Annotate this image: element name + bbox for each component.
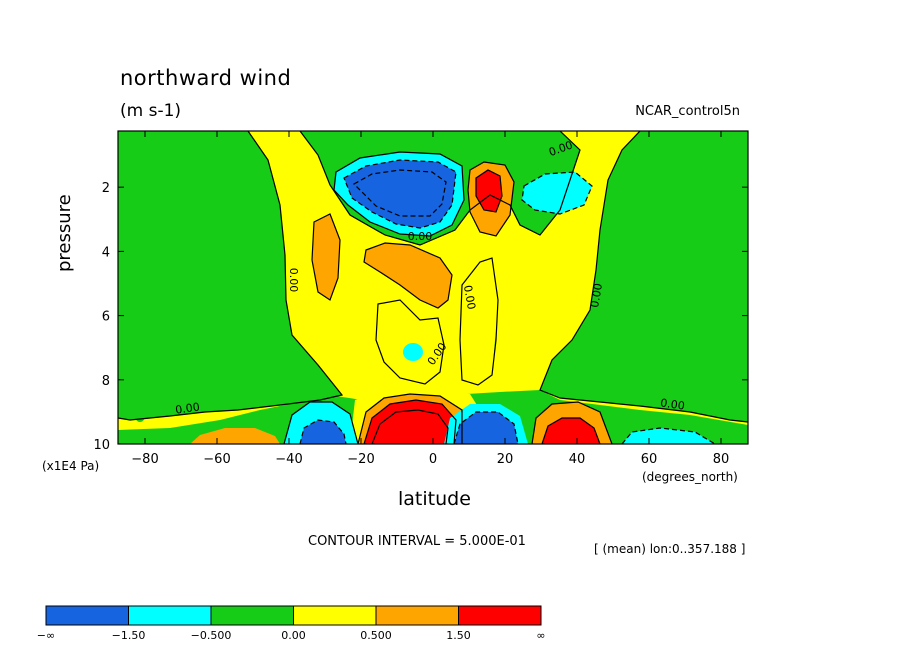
contour-line (357, 393, 463, 444)
contour-interval: CONTOUR INTERVAL = 5.000E-01 (308, 534, 526, 549)
colorbar-swatch (45, 605, 129, 626)
green-region-nh (540, 131, 748, 422)
colorbar-label: −0.500 (191, 629, 232, 642)
colorbar-label: 0.00 (281, 629, 306, 642)
negative-contour-line (299, 419, 347, 444)
contour-lines (118, 131, 748, 444)
contour-line (531, 401, 613, 444)
colorbar-swatch (293, 605, 377, 626)
contour-line (467, 161, 515, 237)
green-region-sh (118, 131, 342, 420)
x-axis-label: latitude (398, 488, 471, 510)
contour-label: 0.00 (588, 282, 605, 308)
negative-cell-upper-core (344, 160, 456, 228)
contour-line (311, 213, 341, 301)
x-tick-label: 80 (713, 452, 730, 467)
chart-units: (m s-1) (120, 101, 182, 121)
positive-cell-surface-center-core (364, 400, 456, 444)
colorbar-label: −1.50 (112, 629, 146, 642)
contour-line (475, 169, 503, 213)
colorbar-label: 0.500 (360, 629, 392, 642)
orange-patch-south-upper (312, 214, 340, 300)
colorbar-swatch (458, 605, 542, 626)
x-tick-label: 40 (569, 452, 586, 467)
contour-line (371, 409, 449, 444)
colorbar-label: 1.50 (446, 629, 471, 642)
contour-line (363, 399, 457, 444)
contour-line (375, 299, 445, 385)
colorbar-swatch (210, 605, 294, 626)
contour-line (539, 131, 748, 423)
x-tick-label: −20 (347, 452, 374, 467)
negative-contour-line (343, 159, 457, 229)
colorbar: −∞ −1.50 −0.500 0.00 0.500 1.50 ∞ (37, 605, 546, 642)
colorbar-label: −∞ (37, 629, 55, 642)
colorbar-label: ∞ (536, 629, 545, 642)
orange-patch-center (364, 243, 452, 308)
x-tick-label: 0 (429, 452, 437, 467)
cyan-patch-center (403, 343, 423, 361)
x-axis-units: (degrees_north) (642, 470, 738, 484)
positive-cell-upper-core (476, 170, 502, 212)
negative-contour-line (453, 411, 519, 444)
filled-contours: 0.000.000.000.00 0.000.000.000.00 (118, 131, 748, 444)
positive-cell-surface-nh-core (542, 418, 600, 444)
x-tick-label: −80 (131, 452, 158, 467)
negative-contour-line (621, 427, 716, 444)
colorbar-swatch (128, 605, 212, 626)
contour-line (118, 131, 344, 421)
x-tick-label: −40 (275, 452, 302, 467)
x-tick-label: −60 (203, 452, 230, 467)
negative-cell-surface-sh-core (300, 420, 346, 444)
contour-label: 0.00 (408, 230, 433, 243)
y-tick-label: 10 (93, 438, 110, 453)
contour-label: 0.00 (461, 284, 478, 310)
axes: −80 −60 −40 −20 0 20 40 60 80 2 4 6 8 10 (93, 131, 748, 467)
contour-line (363, 242, 453, 309)
contour-line (459, 257, 499, 386)
chart-title: northward wind (120, 66, 292, 90)
y-tick-label: 6 (102, 310, 110, 325)
contour-label: 0.00 (659, 396, 685, 412)
contour-line (541, 417, 601, 444)
contour-label: 0.00 (174, 400, 200, 416)
contour-line (333, 151, 465, 237)
orange-patch-surface-south (190, 428, 280, 444)
colorbar-swatch (375, 605, 459, 626)
contour-line (283, 401, 359, 444)
y-axis-units: (x1E4 Pa) (42, 459, 100, 473)
y-tick-label: 2 (102, 181, 110, 196)
negative-contour-line (521, 171, 593, 215)
green-patch-small (135, 410, 145, 422)
contour-label: 0.00 (287, 268, 300, 293)
negative-cell-surface-nh-core (454, 412, 518, 444)
x-tick-label: 60 (641, 452, 658, 467)
negative-contour-lines (299, 159, 716, 444)
dataset-label: NCAR_control5n (635, 104, 740, 119)
mean-note: [ (mean) lon:0..357.188 ] (594, 542, 746, 556)
x-tick-label: 20 (497, 452, 514, 467)
y-tick-label: 4 (102, 245, 110, 260)
negative-contour-line (353, 169, 447, 217)
cyan-region-upper-nh (522, 172, 592, 214)
y-tick-label: 8 (102, 374, 110, 389)
